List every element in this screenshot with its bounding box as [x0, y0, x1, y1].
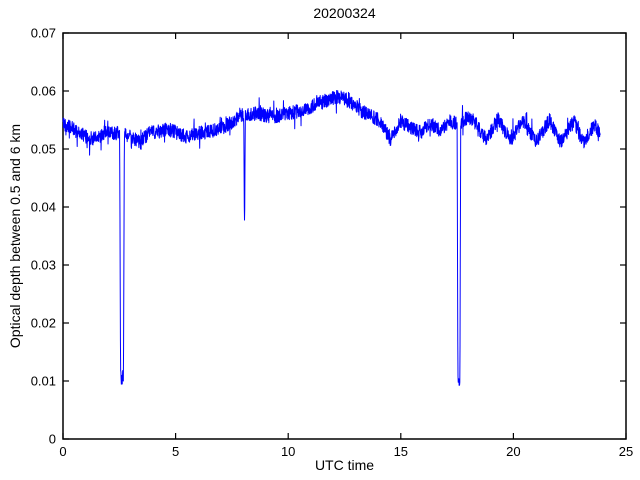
y-tick-label: 0.07 [31, 26, 56, 41]
y-tick-label: 0.05 [31, 142, 56, 157]
x-tick-label: 10 [281, 444, 295, 459]
y-tick-label: 0.01 [31, 374, 56, 389]
data-series-line [62, 90, 601, 386]
y-tick-label: 0.06 [31, 84, 56, 99]
y-tick-label: 0.03 [31, 258, 56, 273]
x-tick-label: 0 [59, 444, 66, 459]
y-tick-label: 0 [49, 432, 56, 447]
x-tick-label: 25 [619, 444, 633, 459]
x-axis-label: UTC time [314, 457, 375, 473]
y-tick-label: 0.02 [31, 316, 56, 331]
x-tick-label: 20 [506, 444, 520, 459]
x-tick-label: 15 [394, 444, 408, 459]
y-tick-label: 0.04 [31, 200, 56, 215]
x-tick-label: 5 [172, 444, 179, 459]
chart-title: 20200324 [313, 5, 376, 21]
axes-frame [62, 32, 627, 440]
y-axis-label: Optical depth between 0.5 and 6 km [7, 123, 23, 349]
